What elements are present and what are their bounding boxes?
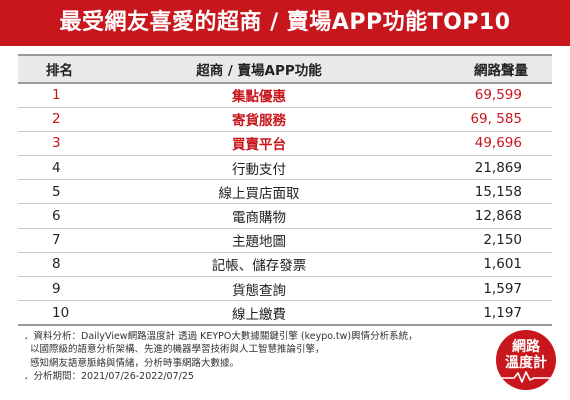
row-rank: 9	[18, 276, 94, 302]
source-note: ．資料分析：DailyView網路溫度計 透過 KEYPO大數據關鍵引擎 (ke…	[24, 330, 464, 384]
analysis-period: ．分析期間：2021/07/26-2022/07/25	[24, 371, 194, 383]
row-volume: 1,197	[424, 300, 552, 326]
row-rank: 6	[18, 203, 94, 229]
ranking-table: 排名 超商 / 賣場APP功能 網路聲量 1 集點優惠 69,599 2 寄貨服…	[18, 54, 552, 326]
row-volume: 21,869	[424, 155, 552, 181]
dailyview-logo: 網路 溫度計	[496, 330, 556, 390]
table-row: 5 線上買店面取 15,158	[18, 179, 552, 205]
source-note-line: 感知網友語意脈絡與情緒，分析時事網路大數據。	[30, 357, 240, 369]
row-rank: 2	[18, 107, 94, 132]
source-note-line: ．資料分析：DailyView網路溫度計 透過 KEYPO大數據關鍵引擎 (ke…	[24, 331, 418, 342]
row-volume: 2,150	[424, 228, 552, 253]
row-rank: 3	[18, 131, 94, 157]
row-rank: 4	[18, 155, 94, 181]
logo-text-line1: 網路	[512, 339, 540, 355]
row-feature: 寄貨服務	[94, 107, 424, 132]
table-row: 8 記帳、儲存發票 1,601	[18, 252, 552, 278]
table-row: 3 買賣平台 49,696	[18, 131, 552, 157]
table-row: 10 線上繳費 1,197	[18, 300, 552, 326]
row-volume: 49,696	[424, 131, 552, 157]
table-row: 7 主題地圖 2,150	[18, 228, 552, 253]
row-rank: 1	[18, 83, 94, 108]
row-volume: 12,868	[424, 203, 552, 229]
row-feature: 記帳、儲存發票	[94, 252, 424, 278]
row-volume: 15,158	[424, 179, 552, 205]
row-volume: 69,599	[424, 83, 552, 108]
table-row: 2 寄貨服務 69, 585	[18, 107, 552, 132]
header-feature: 超商 / 賣場APP功能	[196, 63, 322, 79]
pulse-line-icon	[502, 371, 550, 383]
table-row: 4 行動支付 21,869	[18, 155, 552, 181]
row-feature: 集點優惠	[94, 83, 424, 108]
source-note-line: 以國際級的語意分析架構、先進的機器學習技術與人工智慧推論引擎，	[30, 344, 325, 356]
table-row: 9 貨態查詢 1,597	[18, 276, 552, 302]
row-feature: 行動支付	[94, 155, 424, 181]
row-feature: 線上買店面取	[94, 179, 424, 205]
row-volume: 69, 585	[424, 107, 552, 132]
header-volume: 網路聲量	[474, 63, 528, 79]
ranking-table-container: 排名 超商 / 賣場APP功能 網路聲量 1 集點優惠 69,599 2 寄貨服…	[18, 54, 552, 326]
row-volume: 1,601	[424, 252, 552, 278]
table-header-row: 排名 超商 / 賣場APP功能 網路聲量	[18, 55, 552, 83]
table-row: 1 集點優惠 69,599	[18, 83, 552, 108]
row-rank: 7	[18, 228, 94, 253]
row-feature: 買賣平台	[94, 131, 424, 157]
row-feature: 線上繳費	[94, 300, 424, 326]
table-row: 6 電商購物 12,868	[18, 203, 552, 229]
row-rank: 10	[18, 300, 94, 326]
row-feature: 電商購物	[94, 203, 424, 229]
row-rank: 5	[18, 179, 94, 205]
row-feature: 主題地圖	[94, 228, 424, 253]
row-feature: 貨態查詢	[94, 276, 424, 302]
row-rank: 8	[18, 252, 94, 278]
page-title: 最受網友喜愛的超商 / 賣場APP功能TOP10	[0, 0, 570, 46]
logo-text-line2: 溫度計	[505, 355, 547, 371]
row-volume: 1,597	[424, 276, 552, 302]
header-rank: 排名	[46, 63, 73, 79]
